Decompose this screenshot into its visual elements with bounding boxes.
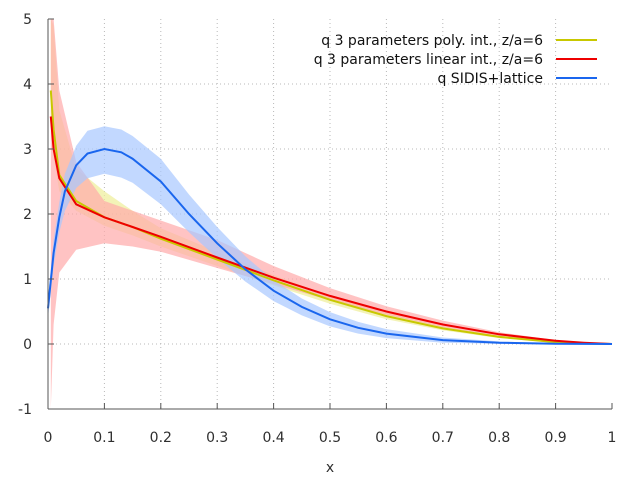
x-tick-label: 0.4	[262, 430, 284, 446]
x-tick-label: 0.1	[93, 430, 115, 446]
x-tick-label: 0	[44, 430, 53, 446]
x-axis-title: x	[326, 460, 334, 476]
y-tick-label: 4	[23, 77, 32, 93]
x-tick-label: 0.8	[488, 430, 510, 446]
x-tick-label: 0.7	[432, 430, 454, 446]
x-tick-label: 0.5	[319, 430, 341, 446]
x-tick-label: 0.2	[150, 430, 172, 446]
legend: q 3 parameters poly. int., z/a=6 q 3 para…	[314, 33, 597, 87]
y-tick-label: 5	[23, 12, 32, 28]
series-line	[47, 147, 613, 345]
y-tick-label: -1	[18, 402, 32, 418]
y-tick-label: 0	[23, 337, 32, 353]
x-tick-labels: 0 0.1 0.2 0.3 0.4 0.5 0.6 0.7 0.8 0.9 1	[44, 430, 617, 446]
legend-label: q 3 parameters poly. int., z/a=6	[321, 33, 543, 49]
y-tick-label: 1	[23, 272, 32, 288]
grid-lines	[48, 19, 612, 409]
series-lines	[47, 90, 613, 345]
y-tick-label: 3	[23, 142, 32, 158]
x-tick-label: 0.9	[544, 430, 566, 446]
axes	[47, 18, 613, 410]
x-tick-label: 0.6	[375, 430, 397, 446]
y-tick-label: 2	[23, 207, 32, 223]
x-tick-label: 1	[608, 430, 617, 446]
x-tick-label: 0.3	[206, 430, 228, 446]
legend-label: q SIDIS+lattice	[437, 71, 543, 87]
y-tick-labels: -1 0 1 2 3 4 5	[18, 12, 32, 418]
legend-label: q 3 parameters linear int., z/a=6	[314, 52, 543, 68]
series-line	[49, 116, 613, 345]
